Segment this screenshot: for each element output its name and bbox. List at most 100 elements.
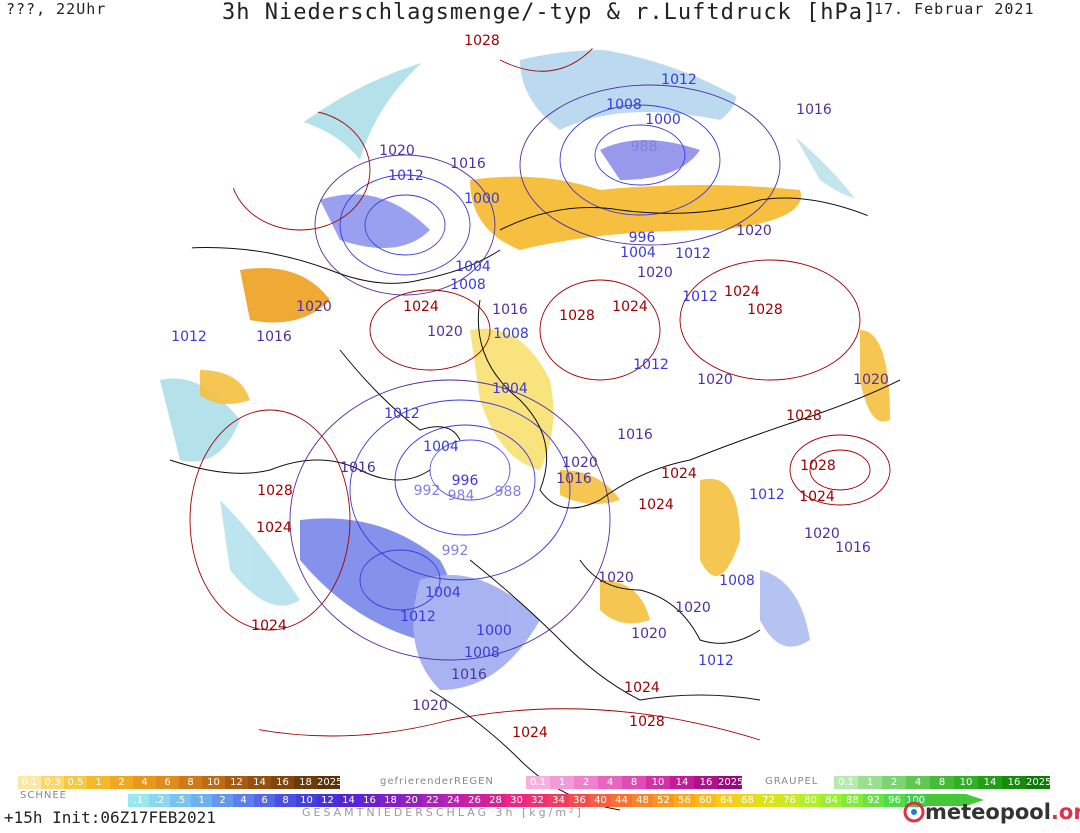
legend-total-precip-title: GESAMTNIEDERSCHLAG 3h [kg/m²] [302, 806, 584, 819]
pressure-label: 1020 [427, 324, 463, 340]
legend-swatch: 10 [296, 794, 317, 807]
legend-swatch: 16 [1002, 776, 1026, 789]
snow-areas [200, 176, 890, 624]
pressure-label: 1004 [620, 245, 656, 261]
pressure-label: 1016 [256, 329, 292, 345]
legend-swatch: 12 [317, 794, 338, 807]
meteopool-logo[interactable]: meteopool.org [903, 800, 1080, 824]
legend-swatch: 64 [716, 794, 737, 807]
pressure-label: 1020 [379, 143, 415, 159]
logo-icon [903, 801, 925, 823]
pressure-label: 1012 [384, 406, 420, 422]
legend-swatch: 0.1 [834, 776, 858, 789]
forecast-date: 17. Februar 2021 [874, 0, 1035, 18]
legend-swatch: 1 [858, 776, 882, 789]
model-run-label: ???, 22Uhr [6, 0, 107, 18]
pressure-label: 1024 [624, 680, 660, 696]
legend-freezing-rain-scale: 0.1 1 2 4 8 10 14 16 2025+ [526, 776, 752, 789]
pressure-label: 1024 [799, 489, 835, 505]
pressure-label: 1016 [835, 540, 871, 556]
legend-swatch: 96 [884, 794, 905, 807]
pressure-label: 996 [629, 230, 656, 246]
legend-total-precip-scale: .1.2.5 1 2 4 6 8 10 12 14 16 18 20 22 24 26 28 30 32 34 36 4… [128, 794, 926, 807]
pressure-label: 1004 [455, 259, 491, 275]
legend-swatch: 80 [800, 794, 821, 807]
legend-swatch: 52 [653, 794, 674, 807]
pressure-label: 1020 [736, 223, 772, 239]
legend-swatch: 0.5 [64, 776, 87, 789]
pressure-label: 1008 [464, 645, 500, 661]
coastlines [164, 197, 901, 811]
legend-swatch: 22 [422, 794, 443, 807]
legend-swatch: 56 [674, 794, 695, 807]
legend-swatch: 4 [133, 776, 156, 789]
legend-swatch: 0.1 [18, 776, 41, 789]
pressure-label: 1008 [606, 97, 642, 113]
legend-swatch: 48 [632, 794, 653, 807]
legend-swatch: 26 [464, 794, 485, 807]
pressure-label: 1008 [493, 326, 529, 342]
legend-swatch: 1 [550, 776, 574, 789]
pressure-label: 1016 [492, 302, 528, 318]
legend-swatch: 2025+ [718, 776, 752, 789]
legend-swatch: 1 [191, 794, 212, 807]
legend-swatch: .2 [149, 794, 170, 807]
pressure-label: 1028 [464, 33, 500, 49]
legend-swatch: 88 [842, 794, 863, 807]
pressure-label: 1024 [256, 520, 292, 536]
pressure-label: 1000 [476, 623, 512, 639]
pressure-label: 1012 [171, 329, 207, 345]
legend-swatch: 40 [590, 794, 611, 807]
legend-swatch: 2 [110, 776, 133, 789]
pressure-label: 1020 [697, 372, 733, 388]
legend-snow-scale: 0.1 0.3 0.5 1 2 4 6 8 10 12 14 16 18 2025+ [18, 776, 351, 789]
legend-swatch: 60 [695, 794, 716, 807]
legend-swatch: 2025+ [1026, 776, 1060, 789]
pressure-label: 1028 [747, 302, 783, 318]
legend-swatch: 1 [87, 776, 110, 789]
legend-swatch: 10 [954, 776, 978, 789]
legend-swatch: 14 [978, 776, 1002, 789]
legend-swatch: 20 [401, 794, 422, 807]
init-time-label: +15h Init:06Z17FEB2021 [4, 808, 216, 827]
legend-swatch: 28 [485, 794, 506, 807]
legend-swatch: .1 [128, 794, 149, 807]
legend-swatch: 44 [611, 794, 632, 807]
pressure-label: 1028 [629, 714, 665, 730]
pressure-label: 1024 [251, 618, 287, 634]
pressure-label: 1024 [612, 299, 648, 315]
pressure-label: 1020 [562, 455, 598, 471]
pressure-label: 1020 [412, 698, 448, 714]
pressure-label: 988 [631, 139, 658, 155]
isobar-contours [159, 45, 891, 741]
legend-swatch: 4 [598, 776, 622, 789]
legend-swatch: 2025+ [317, 776, 351, 789]
pressure-label: 1012 [388, 168, 424, 184]
pressure-label: 1028 [559, 308, 595, 324]
pressure-label: 1000 [464, 191, 500, 207]
legend-swatch: 34 [548, 794, 569, 807]
logo-domain: .org [1050, 800, 1080, 824]
legend-swatch: 16 [359, 794, 380, 807]
pressure-label: 1004 [425, 585, 461, 601]
pressure-label: 1016 [340, 460, 376, 476]
logo-text: meteopool [925, 800, 1051, 824]
legend-freezing-rain-title: gefrierenderREGEN [380, 776, 494, 787]
legend-swatch: 6 [156, 776, 179, 789]
pressure-label: 1028 [786, 408, 822, 424]
legend-hail-title: GRAUPEL [765, 776, 819, 787]
legend-swatch: 76 [779, 794, 800, 807]
pressure-label: 1016 [556, 471, 592, 487]
pressure-label: 1012 [675, 246, 711, 262]
legend-swatch: 14 [248, 776, 271, 789]
legend-swatch: 8 [622, 776, 646, 789]
legend-swatch: 2 [212, 794, 233, 807]
legend-swatch: 84 [821, 794, 842, 807]
pressure-label: 1016 [451, 667, 487, 683]
pressure-label: 1016 [450, 156, 486, 172]
pressure-label: 996 [452, 473, 479, 489]
pressure-label: 1024 [403, 299, 439, 315]
pressure-label: 1020 [637, 265, 673, 281]
